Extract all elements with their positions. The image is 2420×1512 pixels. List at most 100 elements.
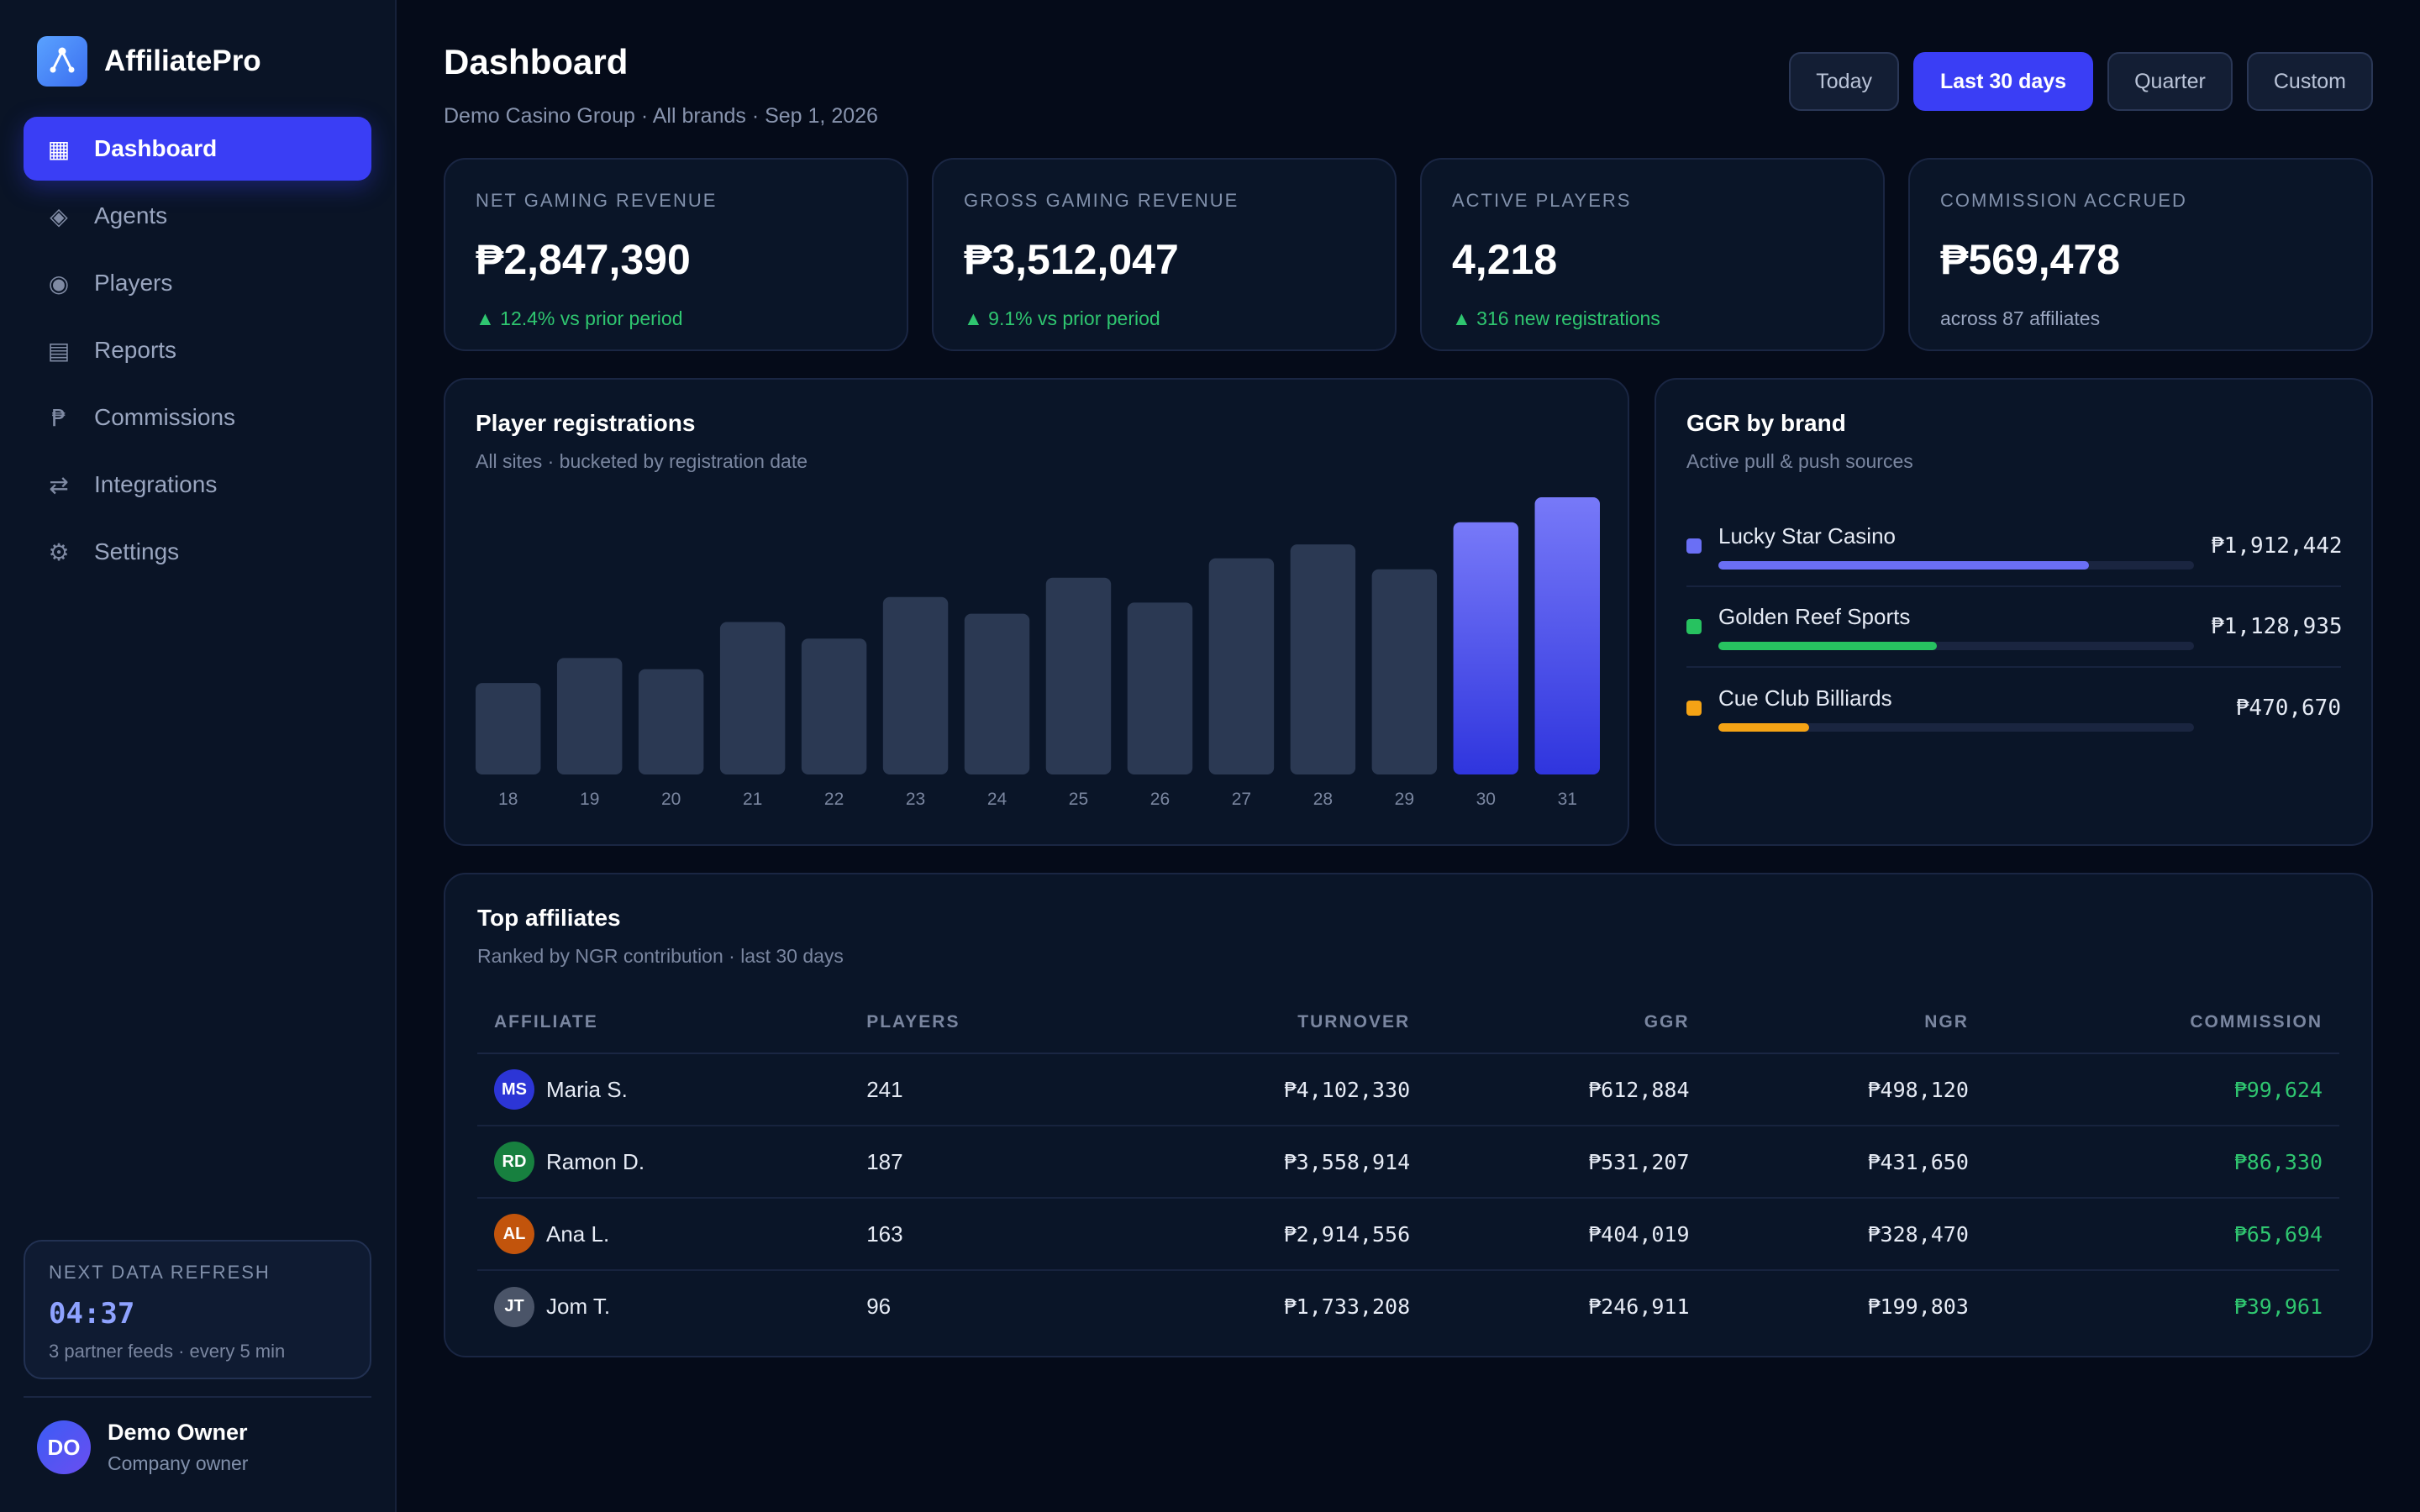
x-tick-label: 27: [1232, 790, 1251, 809]
range-button-quarter[interactable]: Quarter: [2107, 52, 2233, 111]
table-row[interactable]: AL Ana L. 163 ₱2,914,556 ₱404,019 ₱328,470 ₱65…: [477, 1198, 2339, 1271]
kpi-delta: ▲ 9.1% vs prior period: [964, 307, 1160, 329]
avatar: AL: [494, 1214, 534, 1254]
commission-cell: ₱99,624: [1985, 1053, 2339, 1126]
ggr-cell: ₱246,911: [1588, 1294, 1690, 1319]
avatar: MS: [494, 1069, 534, 1110]
bar-21[interactable]: [719, 622, 786, 775]
affiliates-subtitle: Ranked by NGR contribution · last 30 day…: [477, 945, 844, 967]
bar-30[interactable]: [1453, 522, 1519, 774]
bar-24[interactable]: [964, 613, 1030, 774]
bar-18[interactable]: [476, 683, 541, 774]
bar-27[interactable]: [1208, 558, 1275, 774]
sidebar-item-label: Agents: [94, 202, 168, 228]
page-title: Dashboard: [444, 42, 629, 81]
commission-cell: ₱65,694: [1985, 1198, 2339, 1271]
sidebar-item-commissions[interactable]: ₱ Commissions: [24, 386, 371, 449]
bar-22[interactable]: [801, 638, 867, 774]
ngr-cell: ₱498,120: [1706, 1053, 1986, 1126]
table-row[interactable]: JT Jom T. 96 ₱1,733,208 ₱246,911 ₱199,803 ₱39,…: [477, 1270, 2339, 1342]
range-button-custom[interactable]: Custom: [2246, 52, 2373, 111]
bar-29[interactable]: [1371, 569, 1438, 774]
affiliate-name: Maria S.: [546, 1076, 628, 1102]
ngr-cell: ₱328,470: [1706, 1198, 1986, 1271]
turnover-cell: ₱2,914,556: [1110, 1198, 1428, 1271]
reports-icon: ▤: [47, 336, 71, 365]
table-row[interactable]: RD Ramon D. 187 ₱3,558,914 ₱531,207 ₱431,650 ₱…: [477, 1126, 2339, 1199]
registrations-chart: 18 19 20 21 22 23 24 25 26 27 28 29 30 31: [476, 497, 1600, 809]
bar-23[interactable]: [882, 596, 949, 774]
brand-share-bar: [1718, 560, 2194, 570]
players-cell: 187: [850, 1126, 1111, 1199]
column-header-ngr[interactable]: NGR: [1706, 991, 1986, 1054]
sidebar-item-players[interactable]: ◉ Players: [24, 251, 371, 315]
sidebar-item-label: Commissions: [94, 404, 236, 430]
bar-19[interactable]: [556, 658, 623, 774]
sidebar-nav: ▦ Dashboard ◈ Agents ◉ Players ▤ Reports ₱ Commis…: [24, 117, 371, 584]
sidebar-item-reports[interactable]: ▤ Reports: [24, 318, 371, 382]
kpi-label: GROSS GAMING REVENUE: [964, 190, 1239, 211]
table-header: AFFILIATE PLAYERS TURNOVER GGR NGR COMMISSION: [477, 991, 2339, 1054]
affiliate-cell: JT Jom T.: [477, 1270, 850, 1342]
bar-26[interactable]: [1127, 602, 1193, 774]
sidebar-item-label: Reports: [94, 337, 177, 363]
column-header-commission[interactable]: COMMISSION: [1985, 991, 2339, 1054]
sidebar-item-dashboard[interactable]: ▦ Dashboard: [24, 117, 371, 181]
affiliate-name: Ramon D.: [546, 1148, 645, 1174]
kpi-value: 4,218: [1452, 236, 1558, 283]
column-header-players[interactable]: PLAYERS: [850, 991, 1111, 1054]
commission-cell: ₱86,330: [1985, 1126, 2339, 1199]
user-profile[interactable]: DO Demo Owner Company owner: [37, 1420, 248, 1475]
sidebar-item-agents[interactable]: ◈ Agents: [24, 184, 371, 248]
bar-31[interactable]: [1534, 497, 1600, 774]
turnover-cell: ₱4,102,330: [1110, 1053, 1428, 1126]
players-cell: 163: [850, 1198, 1111, 1271]
bar-28[interactable]: [1290, 544, 1356, 774]
kpi-delta: ▲ 12.4% vs prior period: [476, 307, 683, 329]
column-header-ggr[interactable]: GGR: [1427, 991, 1707, 1054]
x-tick-label: 22: [824, 790, 844, 809]
x-tick-label: 31: [1558, 790, 1577, 809]
brand[interactable]: AffiliatePro: [24, 0, 371, 123]
kpi-label: ACTIVE PLAYERS: [1452, 190, 1632, 211]
kpi-value: ₱3,512,047: [964, 236, 1179, 283]
range-button-last-30-days[interactable]: Last 30 days: [1913, 52, 2094, 111]
brand-share-fill: [1718, 641, 1938, 650]
brand-list: Lucky Star Casino ₱1,912,442 Golden Reef S…: [1686, 507, 2343, 748]
affiliate-cell: RD Ramon D.: [477, 1126, 850, 1199]
avatar: DO: [37, 1420, 91, 1474]
page-subtitle: Demo Casino Group · All brands · Sep 1, …: [444, 104, 878, 128]
sidebar-item-label: Dashboard: [94, 135, 218, 161]
table-row[interactable]: MS Maria S. 241 ₱4,102,330 ₱612,884 ₱498,120 ₱…: [477, 1053, 2339, 1126]
bar-20[interactable]: [638, 669, 704, 774]
ggr-title: GGR by brand: [1686, 410, 1846, 436]
sidebar: AffiliatePro ▦ Dashboard ◈ Agents ◉ Players ▤ R…: [0, 0, 397, 1512]
brand-color-dot: [1686, 619, 1702, 634]
brand-ggr-value: ₱470,670: [2235, 696, 2341, 721]
column-header-affiliate[interactable]: AFFILIATE: [477, 991, 850, 1054]
brand-row[interactable]: Cue Club Billiards ₱470,670: [1686, 668, 2341, 748]
column-header-turnover[interactable]: TURNOVER: [1110, 991, 1428, 1054]
range-button-today[interactable]: Today: [1789, 52, 1899, 111]
refresh-countdown: 04:37: [49, 1297, 135, 1331]
dashboard-icon: ▦: [47, 134, 71, 163]
date-range-selector: Today Last 30 days Quarter Custom: [1789, 52, 2373, 158]
brand-share-fill: [1718, 560, 2090, 570]
affiliate-name: Ana L.: [546, 1221, 610, 1247]
sidebar-item-integrations[interactable]: ⇄ Integrations: [24, 453, 371, 517]
players-cell: 96: [866, 1294, 892, 1319]
brand-row[interactable]: Lucky Star Casino ₱1,912,442: [1686, 507, 2343, 587]
sidebar-item-settings[interactable]: ⚙ Settings: [24, 520, 371, 584]
ngr-cell: ₱431,650: [1706, 1126, 1986, 1199]
x-tick-label: 20: [661, 790, 681, 809]
ggr-cell: ₱404,019: [1427, 1198, 1707, 1271]
user-role: Company owner: [108, 1452, 249, 1474]
kpi-delta: ▲ 316 new registrations: [1452, 307, 1660, 329]
brand-row[interactable]: Golden Reef Sports ₱1,128,935: [1686, 587, 2343, 668]
registrations-title: Player registrations: [476, 410, 696, 436]
affiliates-table: AFFILIATE PLAYERS TURNOVER GGR NGR COMMISSION…: [477, 991, 2339, 1342]
refresh-card: NEXT DATA REFRESH 04:37 3 partner feeds …: [24, 1240, 371, 1379]
bar-25[interactable]: [1045, 577, 1112, 774]
refresh-label: NEXT DATA REFRESH: [49, 1262, 271, 1283]
kpi-delta: across 87 affiliates: [1940, 307, 2101, 329]
